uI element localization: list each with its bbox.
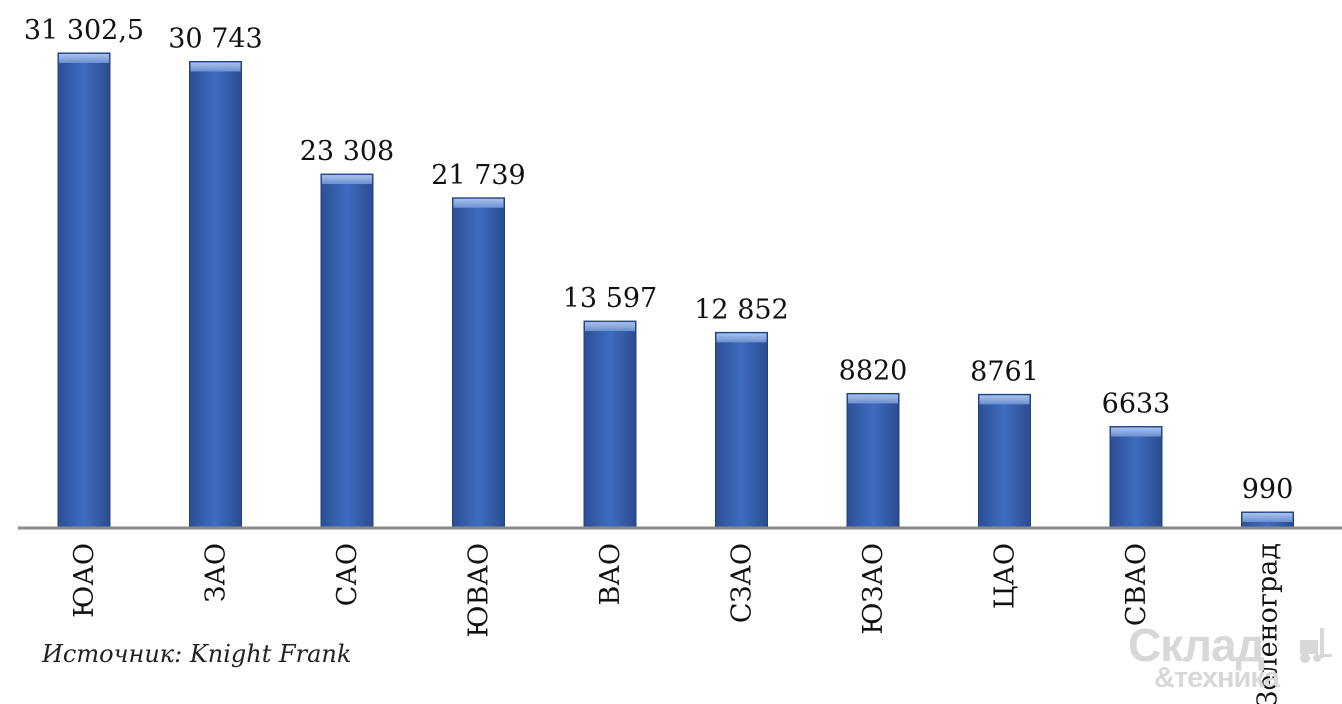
bar-ЮЗАО xyxy=(846,392,900,528)
category-label-СВАО: СВАО xyxy=(1121,543,1152,626)
category-label-ЗАО: ЗАО xyxy=(201,543,232,602)
category-label-СЗАО: СЗАО xyxy=(727,543,758,623)
bar-ЮАО xyxy=(57,52,111,528)
value-label-СЗАО: 12 852 xyxy=(694,294,788,325)
bar-highlight-ЮЗАО xyxy=(848,394,898,404)
bar-СВАО xyxy=(1109,426,1163,528)
bar-САО xyxy=(320,173,374,528)
bar-highlight-ЗАО xyxy=(190,62,241,72)
value-label-САО: 23 308 xyxy=(300,136,394,167)
value-label-ЮАО: 31 302,5 xyxy=(24,15,144,46)
bar-highlight-ЦАО xyxy=(979,395,1030,405)
value-label-ЗАО: 30 743 xyxy=(168,23,262,54)
bar-СЗАО xyxy=(715,331,768,528)
category-label-ВАО: ВАО xyxy=(595,543,626,605)
value-label-ЮВАО: 21 739 xyxy=(431,160,525,191)
value-labels-group: 31 302,5 30 743 23 308 21 739 13 597 12 852 88… xyxy=(24,15,1293,505)
value-label-ВАО: 13 597 xyxy=(563,283,657,314)
forklift-icon xyxy=(1300,628,1332,663)
bar-highlight-СВАО xyxy=(1111,427,1161,437)
watermark-logo: Склад &техника xyxy=(1120,618,1338,698)
source-note: Источник: Knight Frank xyxy=(42,640,352,668)
category-label-ЦАО: ЦАО xyxy=(990,543,1021,609)
bars-group xyxy=(57,52,1294,528)
category-label-Зеленоград: Зеленоград xyxy=(1253,543,1284,704)
bar-highlight-ЮВАО xyxy=(453,198,504,208)
category-label-ЮВАО: ЮВАО xyxy=(464,543,495,638)
category-labels-group: ЮАО ЗАО САО ЮВАО ВАО СЗАО ЮЗАО ЦАО СВАО Зеленогра… xyxy=(69,543,1284,704)
bar-ВАО xyxy=(583,320,637,528)
bar-highlight-Зеленоград xyxy=(1242,513,1293,523)
bar-highlight-ВАО xyxy=(585,322,635,332)
bar-highlight-ЮАО xyxy=(59,54,109,63)
category-label-ЮАО: ЮАО xyxy=(69,543,100,618)
category-label-САО: САО xyxy=(332,543,363,606)
bar-ЗАО xyxy=(189,60,242,528)
logo-line2: &техника xyxy=(1154,662,1280,694)
logo-line1: Склад xyxy=(1128,619,1265,671)
bar-highlight-СЗАО xyxy=(716,333,767,343)
bar-highlight-САО xyxy=(322,175,372,185)
bar-ЦАО xyxy=(978,393,1031,528)
value-label-СВАО: 6633 xyxy=(1102,389,1171,420)
bar-ЮВАО xyxy=(452,197,505,528)
value-label-ЮЗАО: 8820 xyxy=(839,355,908,386)
value-label-ЦАО: 8761 xyxy=(970,356,1039,387)
category-label-ЮЗАО: ЮЗАО xyxy=(858,543,889,635)
value-label-Зеленоград: 990 xyxy=(1242,474,1294,505)
